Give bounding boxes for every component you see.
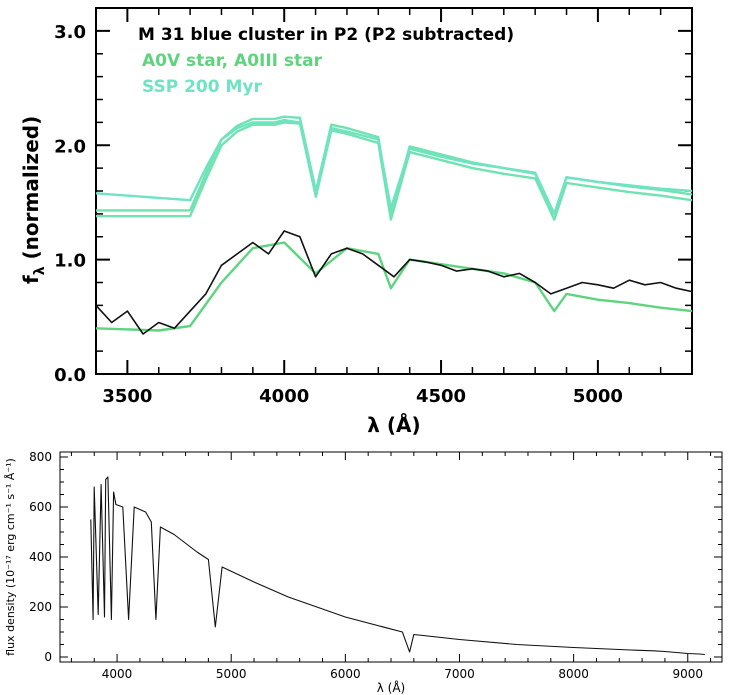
top-x-tick-label: 4000	[259, 386, 309, 407]
bottom-spectrum-panel: 4000 5000 6000 7000 8000 9000 0 200 400 600 800 λ …	[4, 450, 723, 695]
top-y-label-sub: λ	[32, 266, 48, 275]
bottom-x-tick-label: 9000	[672, 667, 703, 681]
bottom-x-tick-label: 7000	[444, 667, 475, 681]
top-y-label-f: f	[19, 275, 43, 284]
bottom-x-tick-label: 4000	[102, 667, 133, 681]
bottom-y-tick-label: 600	[29, 500, 52, 514]
bottom-x-tick-label: 6000	[330, 667, 361, 681]
legend-entry-a0-stars: A0V star, A0III star	[142, 51, 323, 71]
top-y-tick-label: 0.0	[54, 365, 86, 386]
bottom-y-tick-label: 200	[29, 600, 52, 614]
top-x-axis-label: λ (Å)	[367, 413, 420, 437]
top-x-tick-label: 4500	[416, 386, 466, 407]
bottom-series-spectrum	[90, 476, 705, 656]
bottom-x-axis-label: λ (Å)	[377, 680, 406, 695]
bottom-y-tick-label: 0	[44, 650, 52, 664]
bottom-y-axis-label: flux density (10⁻¹⁷ erg cm⁻¹ s⁻¹ Å⁻¹)	[4, 458, 17, 656]
top-y-tick-label: 3.0	[54, 22, 86, 43]
top-y-label-rest: (normalized)	[19, 116, 43, 267]
bottom-y-tick-label: 400	[29, 550, 52, 564]
top-y-tick-label: 2.0	[54, 136, 86, 157]
bottom-x-tick-label: 5000	[216, 667, 247, 681]
top-x-tick-label: 5000	[573, 386, 623, 407]
top-y-tick-label: 1.0	[54, 251, 86, 272]
top-spectrum-panel: 3500 4000 4500 5000 0.0 1.0 2.0 3.0 M 31 blue c…	[19, 7, 693, 437]
legend-entry-cluster: M 31 blue cluster in P2 (P2 subtracted)	[138, 25, 514, 45]
bottom-x-tick-label: 8000	[558, 667, 589, 681]
top-y-axis-label: fλ (normalized)	[19, 116, 48, 284]
top-series-cluster	[95, 230, 693, 335]
legend-entry-ssp: SSP 200 Myr	[142, 77, 263, 97]
svg-text:fλ (normalized): fλ (normalized)	[19, 116, 48, 284]
bottom-y-tick-label: 800	[29, 450, 52, 464]
bottom-y-axis-label-text: flux density (10⁻¹⁷ erg cm⁻¹ s⁻¹ Å⁻¹)	[4, 458, 17, 656]
top-x-tick-label: 3500	[102, 386, 152, 407]
top-series-ssp	[95, 118, 693, 216]
